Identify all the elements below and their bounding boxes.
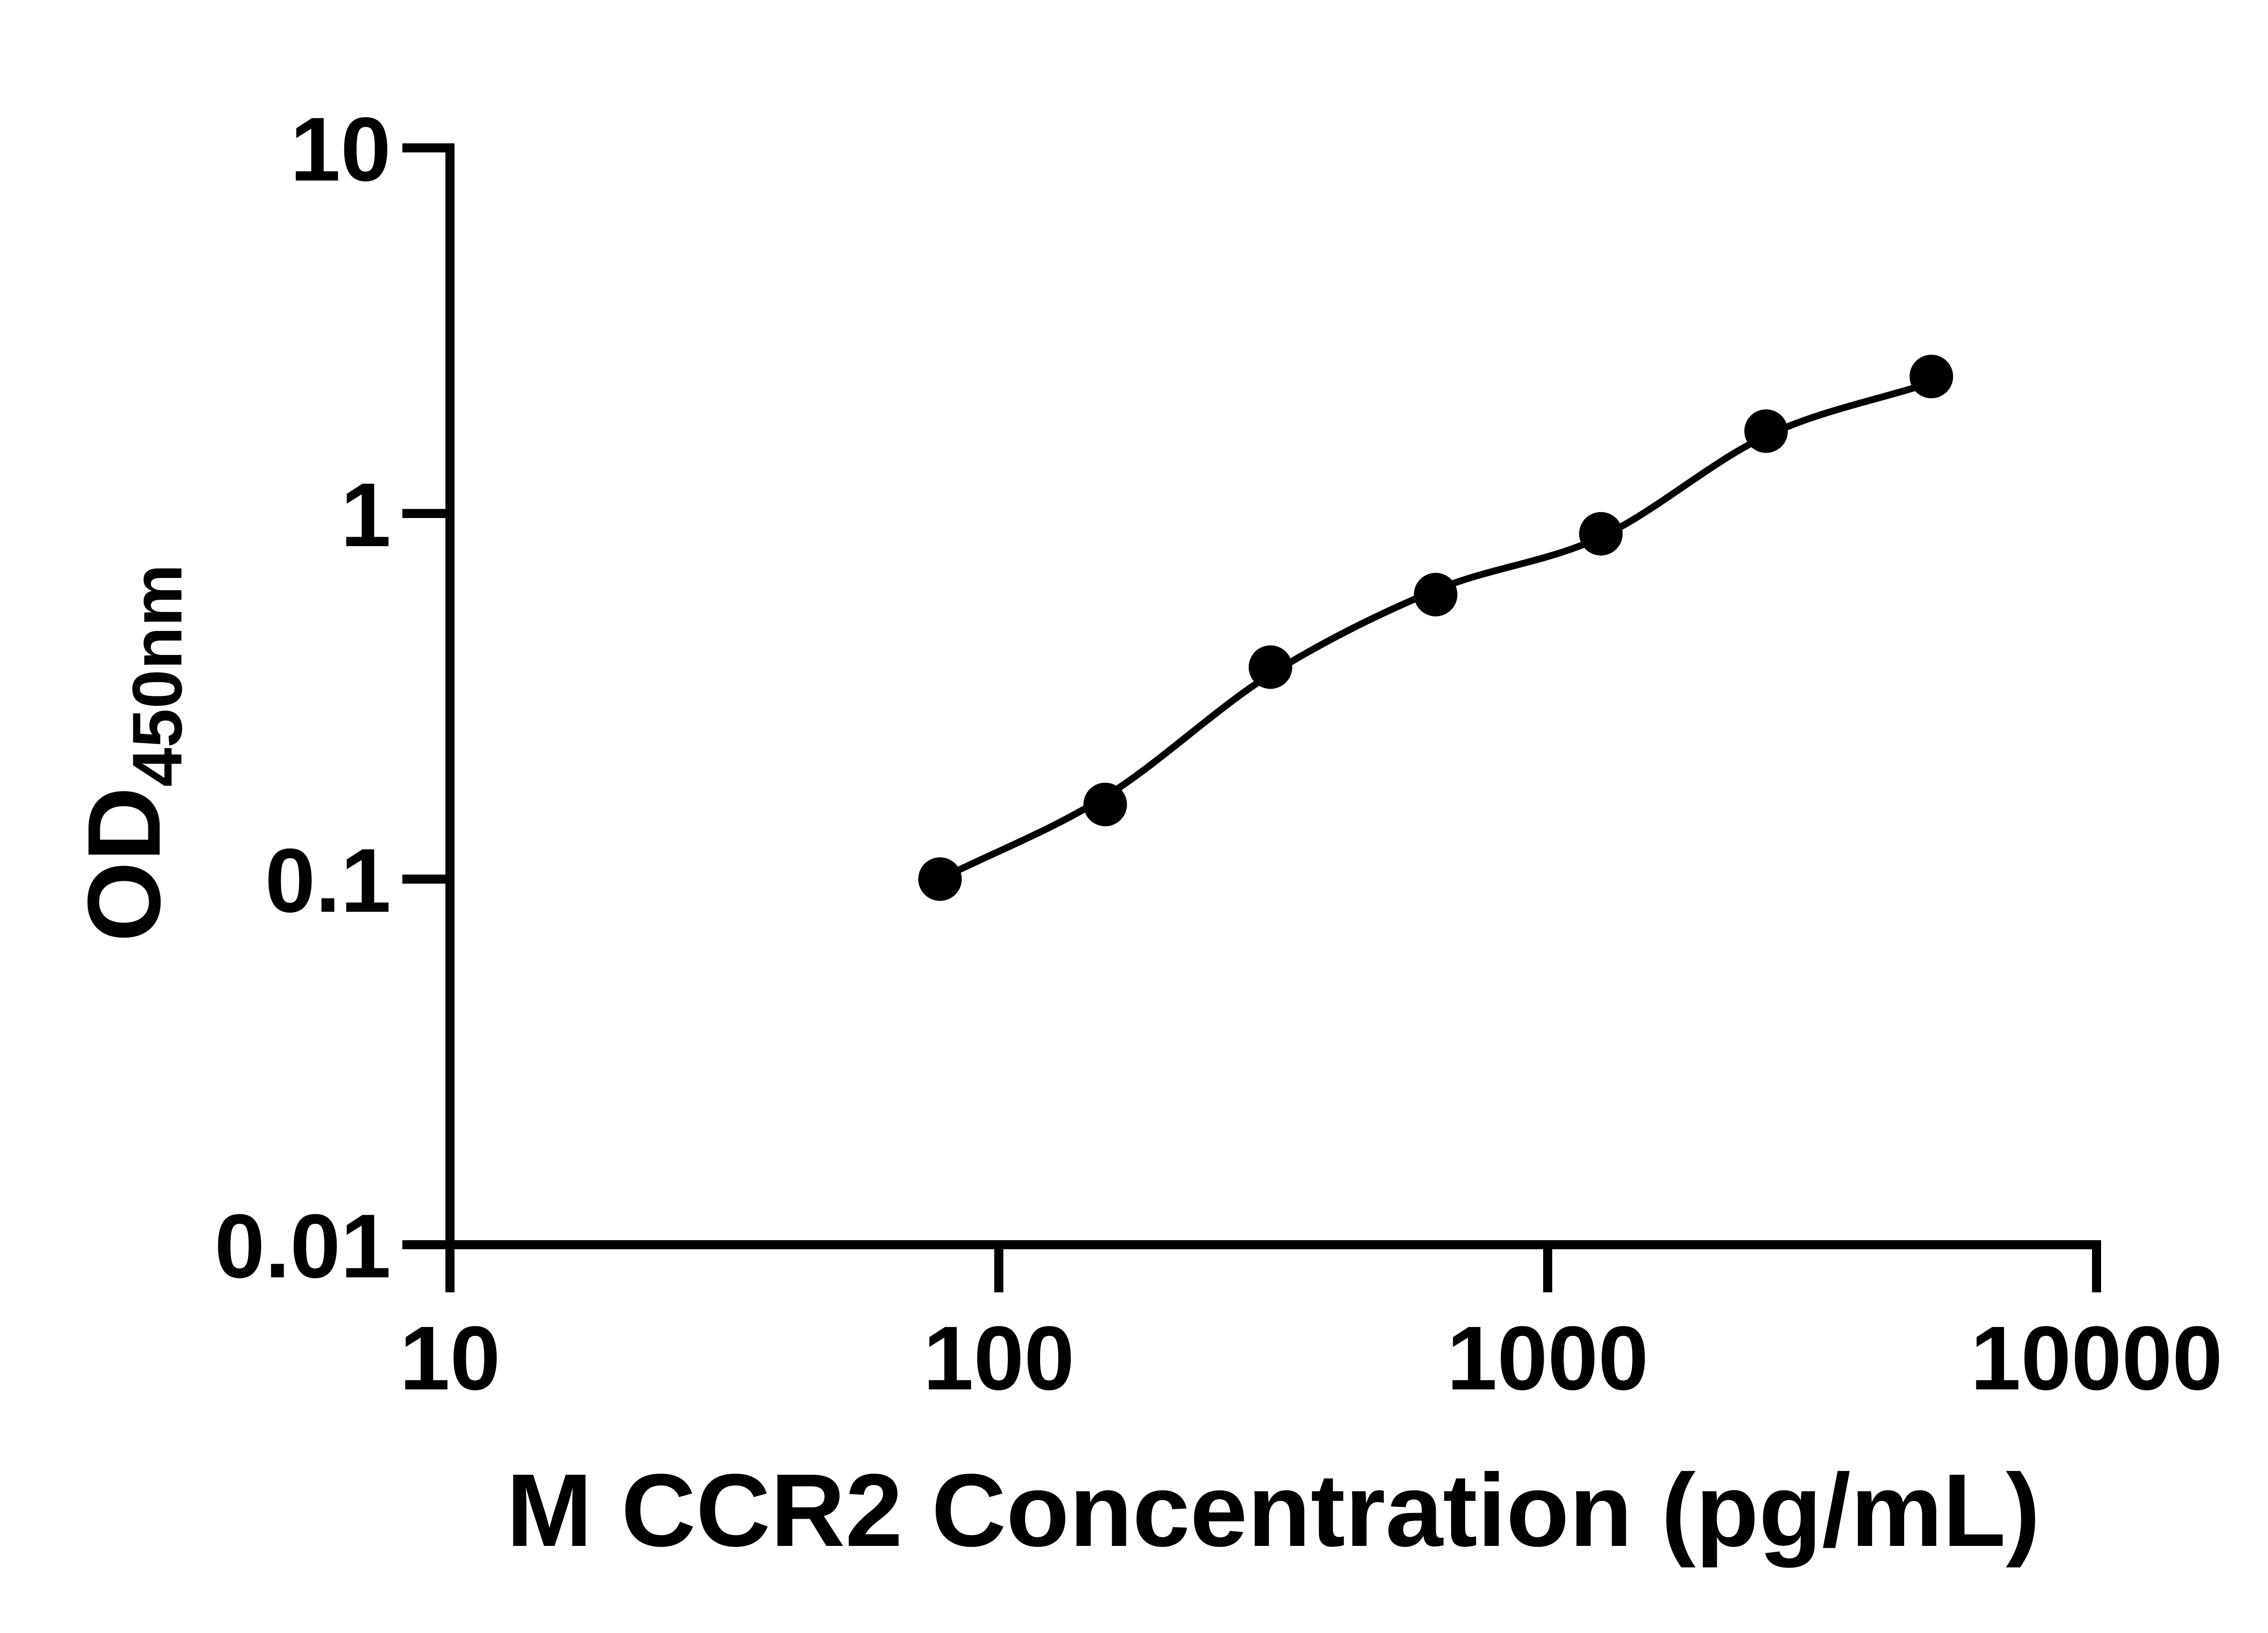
y-tick-label: 0.1 — [265, 830, 391, 931]
x-tick-label: 10000 — [1970, 1308, 2223, 1409]
x-tick-label: 10 — [400, 1308, 500, 1409]
y-tick-label: 0.01 — [215, 1196, 391, 1297]
x-tick-label: 1000 — [1447, 1308, 1649, 1409]
x-axis-title: M CCR2 Concentration (pg/mL) — [506, 1453, 2040, 1568]
data-point-dot — [1909, 355, 1953, 398]
data-point-dot — [1579, 512, 1623, 556]
axes — [402, 143, 2101, 1292]
data-point-dot — [1083, 782, 1127, 826]
data-point-dot — [1414, 572, 1457, 616]
y-tick-label: 10 — [290, 99, 391, 200]
y-axis-title: OD450nm — [67, 564, 196, 942]
data-points — [918, 355, 1953, 901]
axis-ticks — [402, 143, 2101, 1292]
y-axis-title-subscript: 450nm — [118, 564, 196, 787]
axis-tick-labels: 0.01 0.1 1 10 10 100 1000 10000 — [215, 99, 2223, 1409]
data-point-dot — [918, 857, 962, 901]
data-point-dot — [1744, 409, 1788, 453]
x-tick-label: 100 — [923, 1308, 1075, 1409]
y-tick-label: 1 — [341, 464, 391, 566]
data-point-dot — [1248, 645, 1292, 689]
y-axis-title-main: OD — [67, 787, 182, 942]
